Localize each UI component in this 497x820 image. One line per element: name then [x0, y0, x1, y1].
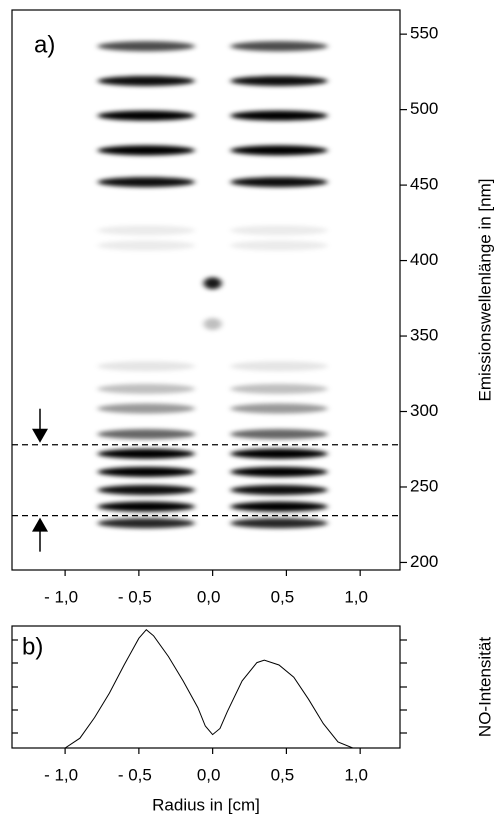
emission-band	[230, 110, 328, 121]
emission-band	[97, 485, 195, 495]
emission-band	[230, 403, 328, 414]
panel-b-ticks	[12, 639, 407, 734]
y-axis-label: NO-Intensität	[475, 637, 494, 737]
intensity-line	[20, 629, 397, 749]
arrow-head	[32, 428, 48, 443]
x-tick-label: 1,0	[344, 587, 368, 606]
plot-frame	[11, 9, 401, 571]
emission-band	[230, 361, 328, 372]
emission-band	[230, 240, 328, 251]
panel-label: b)	[22, 633, 43, 660]
emission-band	[230, 177, 328, 188]
y-tick-label: 250	[410, 476, 438, 495]
y-tick-label: 300	[410, 401, 438, 420]
emission-band	[97, 518, 195, 529]
x-tick-label: 0,0	[197, 765, 221, 784]
emission-band	[230, 518, 328, 529]
y-tick-label: 350	[410, 326, 438, 345]
emission-band	[230, 225, 328, 236]
y-tick-label: 200	[410, 552, 438, 571]
emission-band	[97, 110, 195, 121]
x-tick-label: 0,5	[271, 587, 295, 606]
panel-a: a) - 1,0 - 0,5 0,0 0,5 1,0 200 250 300 350 400 450 5…	[11, 9, 494, 606]
emission-band	[97, 41, 195, 52]
emission-band	[97, 361, 195, 372]
emission-band	[97, 466, 195, 477]
panel-label: a)	[34, 31, 55, 58]
x-tick-label: - 1,0	[44, 765, 78, 784]
x-tick-label: 0,0	[197, 587, 221, 606]
emission-band	[230, 41, 328, 52]
y-tick-label: 550	[410, 24, 438, 43]
y-tick-label: 450	[410, 175, 438, 194]
emission-band	[97, 383, 195, 394]
emission-band	[97, 403, 195, 414]
emission-band	[97, 177, 195, 188]
emission-band	[97, 75, 195, 86]
x-tick-label: - 0,5	[118, 587, 152, 606]
emission-band	[230, 485, 328, 495]
y-tick-label: 400	[410, 250, 438, 269]
emission-band	[230, 501, 328, 512]
emission-spot	[203, 317, 222, 330]
emission-band	[97, 429, 195, 440]
emission-band	[230, 466, 328, 477]
plot-frame	[11, 625, 401, 749]
emission-band	[230, 145, 328, 156]
y-axis-label: Emissionswellenlänge in [nm]	[475, 179, 494, 402]
emission-band	[230, 383, 328, 394]
arrow-head	[32, 517, 48, 532]
x-tick-label: 1,0	[344, 765, 368, 784]
x-axis-label: Radius in [cm]	[152, 795, 260, 814]
emission-band	[97, 448, 195, 459]
emission-band	[230, 429, 328, 440]
emission-spot	[203, 277, 222, 290]
emission-band	[97, 145, 195, 156]
x-tick-label: - 1,0	[44, 587, 78, 606]
panel-b: b) - 1,0 - 0,5 0,0 0,5 1,0 NO-Intensität Radius…	[11, 625, 494, 814]
y-tick-label: 500	[410, 99, 438, 118]
x-tick-label: 0,5	[271, 765, 295, 784]
x-tick-label: - 0,5	[118, 765, 152, 784]
emission-band	[97, 225, 195, 236]
emission-band	[230, 448, 328, 459]
emission-band	[230, 75, 328, 86]
emission-band	[97, 240, 195, 251]
emission-band	[97, 501, 195, 512]
